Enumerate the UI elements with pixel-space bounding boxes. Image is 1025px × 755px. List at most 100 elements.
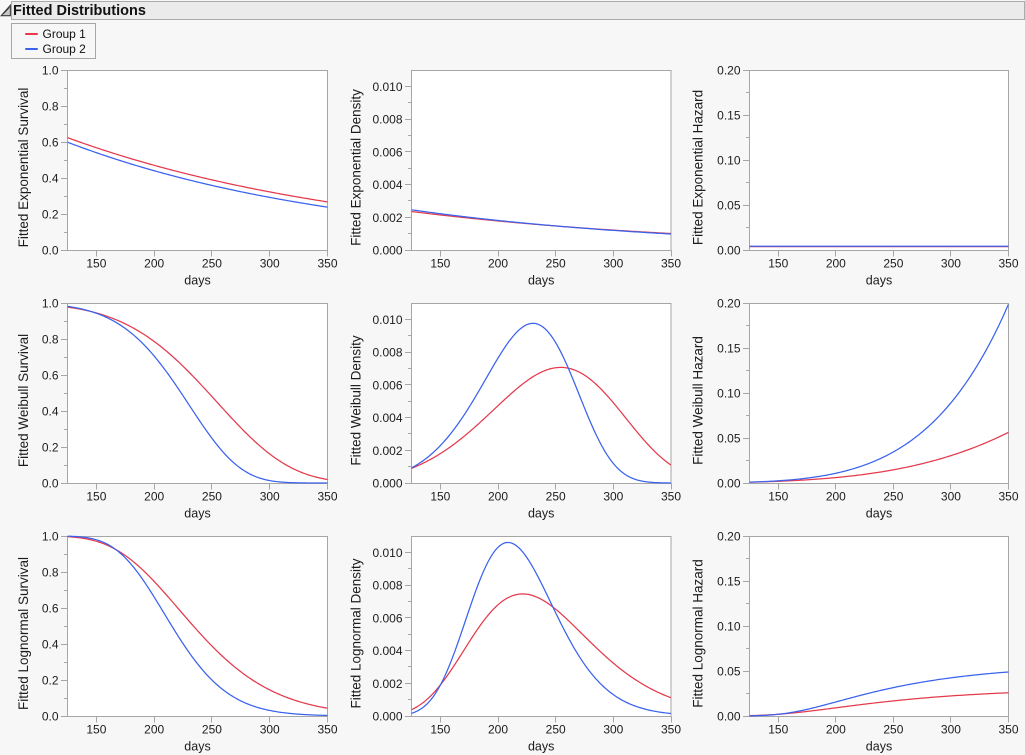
svg-text:0.4: 0.4: [42, 172, 59, 186]
svg-text:0.00: 0.00: [717, 244, 741, 258]
svg-text:0.002: 0.002: [372, 677, 402, 691]
svg-text:0.006: 0.006: [372, 611, 402, 625]
svg-text:0.2: 0.2: [42, 441, 59, 455]
svg-text:350: 350: [998, 723, 1018, 737]
svg-text:0.008: 0.008: [372, 579, 402, 593]
svg-text:0.006: 0.006: [372, 145, 402, 159]
svg-text:days: days: [528, 740, 554, 754]
svg-text:350: 350: [661, 723, 681, 737]
svg-text:0.004: 0.004: [372, 178, 402, 192]
svg-text:250: 250: [202, 723, 222, 737]
svg-text:0.006: 0.006: [372, 378, 402, 392]
svg-text:0.00: 0.00: [717, 477, 741, 491]
svg-text:0.0: 0.0: [42, 244, 59, 258]
svg-text:200: 200: [144, 257, 164, 271]
svg-text:0.000: 0.000: [372, 477, 402, 491]
svg-text:days: days: [866, 507, 892, 521]
svg-text:0.010: 0.010: [372, 80, 402, 94]
svg-text:250: 250: [546, 490, 566, 504]
svg-text:200: 200: [488, 723, 508, 737]
svg-text:0.05: 0.05: [717, 199, 741, 213]
svg-text:200: 200: [488, 490, 508, 504]
svg-text:150: 150: [768, 723, 788, 737]
svg-text:150: 150: [768, 490, 788, 504]
svg-text:0.010: 0.010: [372, 313, 402, 327]
svg-text:300: 300: [941, 723, 961, 737]
svg-text:days: days: [184, 740, 210, 754]
svg-text:Fitted Weibull Density: Fitted Weibull Density: [349, 335, 364, 466]
svg-text:0.15: 0.15: [717, 109, 741, 123]
svg-text:200: 200: [144, 723, 164, 737]
svg-text:0.15: 0.15: [717, 575, 741, 589]
svg-text:350: 350: [661, 257, 681, 271]
svg-text:150: 150: [86, 490, 106, 504]
svg-text:250: 250: [546, 723, 566, 737]
svg-text:0.2: 0.2: [42, 208, 59, 222]
svg-text:350: 350: [661, 490, 681, 504]
svg-text:Fitted Lognormal Hazard: Fitted Lognormal Hazard: [690, 559, 705, 708]
svg-text:days: days: [866, 274, 892, 288]
svg-text:250: 250: [883, 723, 903, 737]
svg-text:Fitted Weibull Hazard: Fitted Weibull Hazard: [690, 336, 705, 465]
svg-text:days: days: [184, 274, 210, 288]
svg-text:0.004: 0.004: [372, 644, 402, 658]
svg-text:200: 200: [826, 723, 846, 737]
svg-text:0.00: 0.00: [717, 710, 741, 724]
svg-text:0.000: 0.000: [372, 710, 402, 724]
svg-text:0.8: 0.8: [42, 100, 59, 114]
svg-text:200: 200: [144, 490, 164, 504]
svg-text:0.8: 0.8: [42, 333, 59, 347]
svg-text:0.05: 0.05: [717, 432, 741, 446]
svg-text:250: 250: [883, 257, 903, 271]
svg-text:200: 200: [488, 257, 508, 271]
svg-text:1.0: 1.0: [42, 297, 59, 311]
svg-text:0.4: 0.4: [42, 405, 59, 419]
svg-text:0.10: 0.10: [717, 387, 741, 401]
svg-text:300: 300: [603, 257, 623, 271]
svg-text:300: 300: [941, 490, 961, 504]
svg-text:Fitted Lognormal Survival: Fitted Lognormal Survival: [16, 557, 31, 710]
svg-text:0.05: 0.05: [717, 665, 741, 679]
svg-text:150: 150: [430, 257, 450, 271]
svg-text:0.6: 0.6: [42, 136, 59, 150]
svg-text:0.20: 0.20: [717, 530, 741, 544]
svg-text:Fitted Exponential Hazard: Fitted Exponential Hazard: [690, 90, 705, 245]
svg-text:150: 150: [430, 490, 450, 504]
svg-text:0.0: 0.0: [42, 710, 59, 724]
svg-text:0.15: 0.15: [717, 342, 741, 356]
svg-text:0.8: 0.8: [42, 566, 59, 580]
svg-text:300: 300: [260, 257, 280, 271]
svg-text:200: 200: [826, 490, 846, 504]
svg-text:days: days: [184, 507, 210, 521]
svg-text:1.0: 1.0: [42, 530, 59, 544]
svg-text:0.10: 0.10: [717, 620, 741, 634]
svg-text:0.6: 0.6: [42, 602, 59, 616]
svg-text:Fitted Lognormal Density: Fitted Lognormal Density: [349, 558, 364, 708]
svg-text:0.0: 0.0: [42, 477, 59, 491]
svg-text:150: 150: [86, 723, 106, 737]
svg-text:300: 300: [603, 490, 623, 504]
svg-text:350: 350: [317, 257, 337, 271]
svg-text:0.20: 0.20: [717, 64, 741, 78]
svg-text:250: 250: [202, 490, 222, 504]
svg-text:0.10: 0.10: [717, 154, 741, 168]
svg-text:350: 350: [317, 490, 337, 504]
svg-text:0.20: 0.20: [717, 297, 741, 311]
svg-text:250: 250: [202, 257, 222, 271]
svg-text:250: 250: [883, 490, 903, 504]
svg-text:Fitted Exponential Density: Fitted Exponential Density: [349, 89, 364, 246]
svg-text:200: 200: [826, 257, 846, 271]
svg-text:300: 300: [603, 723, 623, 737]
svg-text:0.000: 0.000: [372, 244, 402, 258]
svg-text:300: 300: [260, 490, 280, 504]
svg-text:250: 250: [546, 257, 566, 271]
svg-text:150: 150: [430, 723, 450, 737]
svg-text:days: days: [528, 274, 554, 288]
svg-text:0.008: 0.008: [372, 346, 402, 360]
svg-text:0.002: 0.002: [372, 211, 402, 225]
svg-text:days: days: [528, 507, 554, 521]
svg-text:150: 150: [86, 257, 106, 271]
svg-text:0.010: 0.010: [372, 546, 402, 560]
svg-text:350: 350: [998, 257, 1018, 271]
svg-text:0.2: 0.2: [42, 674, 59, 688]
